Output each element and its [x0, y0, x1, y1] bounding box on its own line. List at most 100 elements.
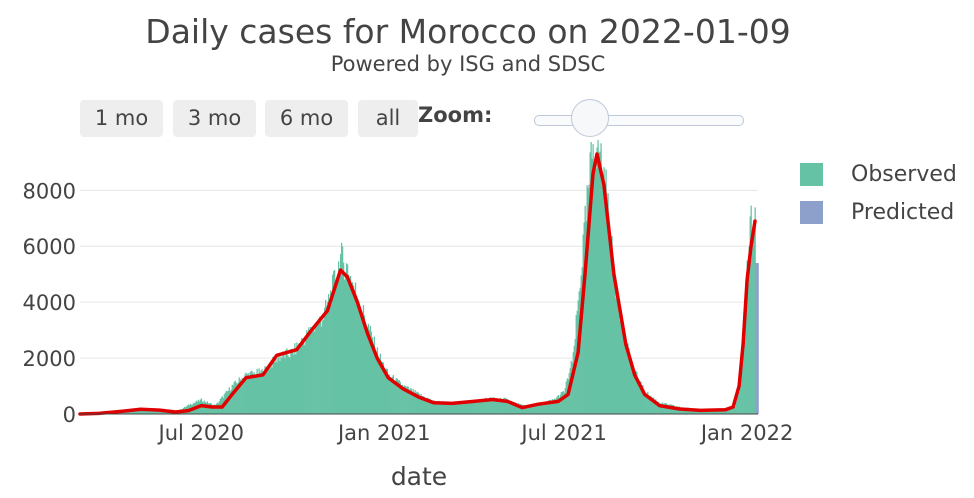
- observed-bar: [710, 410, 713, 414]
- legend-observed-swatch: [800, 162, 823, 186]
- observed-bar: [493, 397, 495, 414]
- observed-bar: [306, 329, 308, 414]
- observed-bar: [241, 377, 243, 414]
- observed-bar: [599, 151, 601, 415]
- observed-bar: [452, 401, 454, 414]
- observed-bar: [474, 401, 476, 414]
- observed-bar: [402, 387, 404, 414]
- zoom-slider-handle[interactable]: [571, 99, 609, 137]
- observed-bar: [436, 401, 438, 414]
- observed-bar: [564, 388, 566, 414]
- observed-bar: [543, 403, 546, 414]
- observed-bar: [731, 407, 733, 414]
- observed-bar: [586, 185, 588, 414]
- legend-observed[interactable]: Observed: [800, 161, 957, 187]
- observed-bar: [545, 401, 548, 414]
- observed-bar: [724, 409, 726, 414]
- observed-bar: [317, 325, 319, 414]
- observed-bar: [322, 320, 324, 414]
- observed-bar: [215, 403, 217, 414]
- observed-bar: [591, 158, 593, 414]
- observed-bar: [438, 400, 440, 414]
- observed-bar: [636, 371, 638, 414]
- observed-bar: [282, 351, 284, 414]
- observed-bar: [156, 410, 158, 414]
- observed-bar: [509, 401, 512, 414]
- observed-bar: [310, 326, 312, 414]
- range-1mo-button[interactable]: 1 mo: [80, 100, 163, 137]
- observed-bar: [455, 401, 457, 414]
- observed-bar: [148, 409, 150, 414]
- observed-bar: [373, 336, 376, 414]
- y-tick-label: 4000: [23, 291, 76, 315]
- observed-bar: [487, 399, 489, 414]
- observed-bar: [446, 401, 448, 414]
- observed-bar: [413, 392, 415, 414]
- observed-bar: [590, 142, 592, 415]
- observed-bar: [230, 389, 232, 414]
- observed-bar: [609, 249, 611, 414]
- observed-bar: [429, 398, 431, 414]
- observed-bar: [334, 281, 337, 414]
- x-tick-label: Jul 2020: [157, 421, 244, 445]
- observed-bar: [363, 315, 366, 414]
- observed-bar: [512, 402, 515, 414]
- observed-bar: [307, 336, 309, 414]
- observed-bar: [754, 207, 756, 414]
- observed-bar: [662, 402, 664, 414]
- observed-bar: [454, 402, 456, 414]
- observed-bar: [260, 370, 262, 414]
- observed-bar: [235, 382, 237, 414]
- observed-bar: [638, 380, 640, 414]
- observed-bar: [338, 277, 341, 414]
- observed-bar: [442, 403, 444, 414]
- observed-bar: [211, 405, 214, 414]
- observed-bar: [740, 371, 742, 414]
- observed-bar: [725, 409, 727, 414]
- observed-bar: [416, 391, 418, 414]
- observed-bar: [268, 364, 270, 414]
- observed-bar: [668, 405, 670, 414]
- observed-bar: [540, 402, 543, 414]
- observed-bar: [593, 166, 595, 414]
- range-all-button[interactable]: all: [358, 100, 418, 137]
- observed-bar: [278, 356, 280, 414]
- observed-bar: [751, 229, 753, 414]
- observed-bar: [395, 378, 397, 414]
- observed-bar: [316, 321, 318, 414]
- zoom-slider-track[interactable]: [534, 115, 744, 126]
- observed-bar: [447, 401, 449, 414]
- observed-bar: [415, 392, 417, 414]
- observed-bar: [642, 384, 644, 414]
- range-3mo-button[interactable]: 3 mo: [173, 100, 256, 137]
- observed-bar: [246, 374, 248, 414]
- observed-bar: [370, 331, 373, 414]
- observed-bar: [481, 399, 483, 414]
- observed-bar: [530, 404, 533, 414]
- observed-bar: [227, 390, 229, 414]
- observed-bar: [747, 273, 749, 414]
- observed-bar: [610, 236, 612, 414]
- range-6mo-button[interactable]: 6 mo: [265, 100, 348, 137]
- observed-bar: [431, 400, 433, 414]
- observed-bar: [635, 370, 637, 414]
- observed-bar: [666, 403, 668, 414]
- observed-bar: [611, 236, 613, 414]
- observed-bar: [361, 313, 364, 414]
- observed-bar: [733, 406, 735, 414]
- observed-bar: [348, 281, 351, 414]
- observed-bar: [406, 386, 408, 414]
- observed-bar: [392, 375, 394, 414]
- observed-bar: [596, 147, 598, 414]
- observed-bar: [563, 392, 565, 414]
- observed-bar: [604, 207, 606, 414]
- observed-bar: [390, 378, 392, 414]
- observed-bar: [491, 399, 493, 414]
- observed-bar: [284, 358, 286, 414]
- observed-bar: [139, 409, 141, 414]
- observed-bar: [386, 368, 388, 414]
- observed-bar: [504, 397, 507, 414]
- observed-bar: [655, 399, 657, 414]
- legend-predicted[interactable]: Predicted: [800, 199, 954, 225]
- observed-bar: [383, 369, 386, 414]
